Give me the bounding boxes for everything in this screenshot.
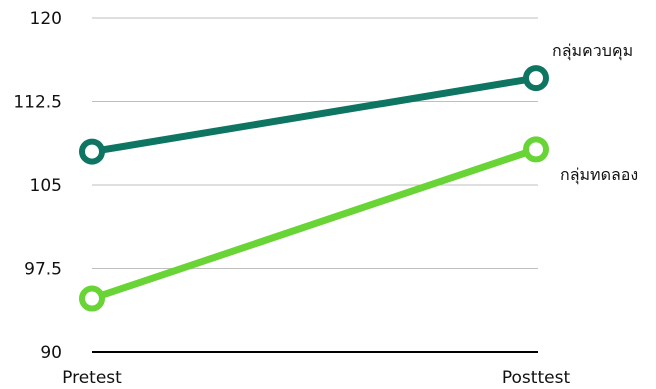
series-lines	[79, 65, 549, 312]
y-axis-ticks: 90 97.5 105 112.5 120	[13, 9, 62, 363]
x-category-label: Pretest	[62, 368, 122, 388]
data-point	[79, 285, 105, 312]
y-tick-label: 120	[30, 9, 62, 29]
series-label: กลุ่มควบคุม	[552, 41, 633, 61]
series-labels: กลุ่มควบคุมกลุ่มทดลอง	[552, 41, 638, 185]
series-line	[88, 74, 540, 156]
y-tick-label: 97.5	[24, 260, 62, 280]
data-point	[523, 136, 549, 163]
y-tick-label: 90	[40, 343, 62, 363]
data-point	[79, 138, 105, 165]
series-line	[88, 145, 540, 303]
gridlines	[92, 17, 538, 353]
x-axis-categories: Pretest Posttest	[62, 368, 570, 388]
series-label: กลุ่มทดลอง	[560, 165, 638, 185]
x-category-label: Posttest	[502, 368, 571, 388]
data-point	[523, 65, 549, 92]
y-tick-label: 112.5	[13, 93, 62, 113]
y-tick-label: 105	[30, 176, 62, 196]
